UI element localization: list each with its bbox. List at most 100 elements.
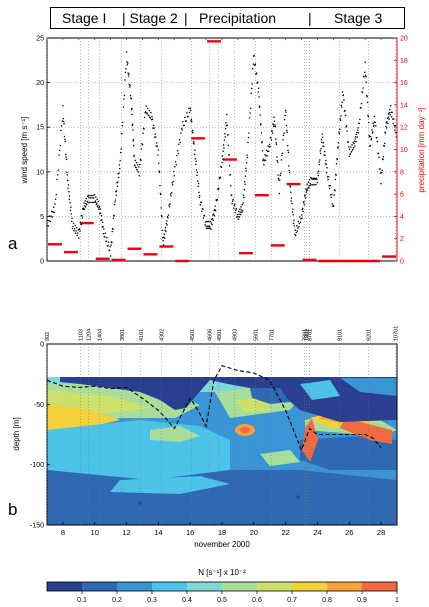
wind-point [140,159,142,161]
wind-point [262,158,265,160]
wind-point [177,152,179,155]
wind-point [99,212,102,214]
wind-point [176,154,178,157]
wind-point [379,168,381,170]
wind-point [226,124,228,127]
wind-point [113,215,115,217]
wind-point [156,145,159,147]
wind-point [267,145,269,147]
depth-tick-label: -50 [34,402,44,409]
wind-point [140,148,143,150]
wind-point [348,155,351,158]
wind-point [129,84,131,87]
wind-point [161,229,164,231]
wind-point [233,204,235,207]
wind-point [389,104,392,107]
colorbar-segment [292,582,328,591]
wind-point [222,158,224,160]
wind-point [394,124,397,127]
wind-point [118,172,120,174]
wind-point [290,200,292,202]
wind-point [342,94,345,96]
colorbar-tick-label: 0.3 [147,597,157,604]
wind-point [238,213,240,216]
wind-point [280,172,282,175]
wind-point [202,217,205,219]
wind-point [274,138,277,140]
wind-point [364,61,366,63]
wind-point [245,161,248,164]
wind-point [272,125,275,128]
wind-point [70,206,72,208]
wind-point [76,234,78,237]
wind-point [257,81,259,83]
wind-point [49,220,52,223]
wind-point [338,128,341,131]
wind-point [301,207,304,210]
depth-tick-label: -150 [30,523,44,530]
wind-point [217,188,220,191]
wind-point [282,134,285,137]
colorbar-tick-label: 0.9 [357,597,367,604]
wind-point [277,177,280,180]
wind-point [321,136,324,139]
wind-point [92,194,94,197]
precip-tick-label: 14 [400,102,408,109]
wind-point [71,217,73,219]
wind-point [159,184,161,187]
wind-point [91,201,94,204]
wind-point [189,109,192,112]
wind-point [319,152,322,155]
panel-a-grid [46,38,397,261]
wind-point [321,141,323,144]
wind-point [198,196,201,199]
wind-point [72,222,75,224]
wind-point [47,225,50,227]
wind-point [176,149,179,152]
wind-point [146,112,148,115]
wind-point [85,202,87,205]
wind-point [386,121,388,123]
wind-point [147,107,149,110]
wind-point [189,107,191,109]
wind-point [196,171,199,174]
wind-point [390,116,393,118]
wind-point [353,142,355,145]
wind-point [297,220,300,223]
wind-point [365,76,367,78]
wind-point [226,113,228,116]
wind-point [60,129,62,132]
wind-point [363,76,365,78]
wind-point [356,136,358,138]
wind-point [330,196,332,199]
wind-point [83,202,85,204]
wind-point [52,210,54,213]
wind-point [384,132,387,134]
wind-point [245,170,248,172]
wind-point [111,241,113,244]
wind-point [103,228,105,230]
wind-point [108,249,111,251]
wind-point [303,203,306,206]
wind-point [188,107,190,110]
wind-point [301,217,303,219]
wind-point [104,232,107,235]
wind-point [235,207,238,210]
wind-point [243,196,245,199]
wind-point [69,202,71,204]
wind-point [273,120,276,123]
wind-point [135,166,137,169]
heatmap-layers [47,344,397,525]
wind-point [70,220,73,223]
wind-point [187,115,189,118]
wind-point [316,181,319,184]
station-labels: 902 1103 1204 1404 3801 4101 4302 4501 4606 4801 4… [45,326,399,341]
wind-point [80,221,82,224]
wind-point [171,181,173,184]
colorbar: N [s⁻¹] x 10⁻² 0.1 0.2 0.3 0.4 0.5 0.6 0.7 0.8 0… [46,568,399,604]
wind-point [54,203,56,205]
colorbar-segment [47,582,83,591]
wind-point [191,120,193,123]
wind-point [88,201,91,204]
wind-point [88,196,90,199]
